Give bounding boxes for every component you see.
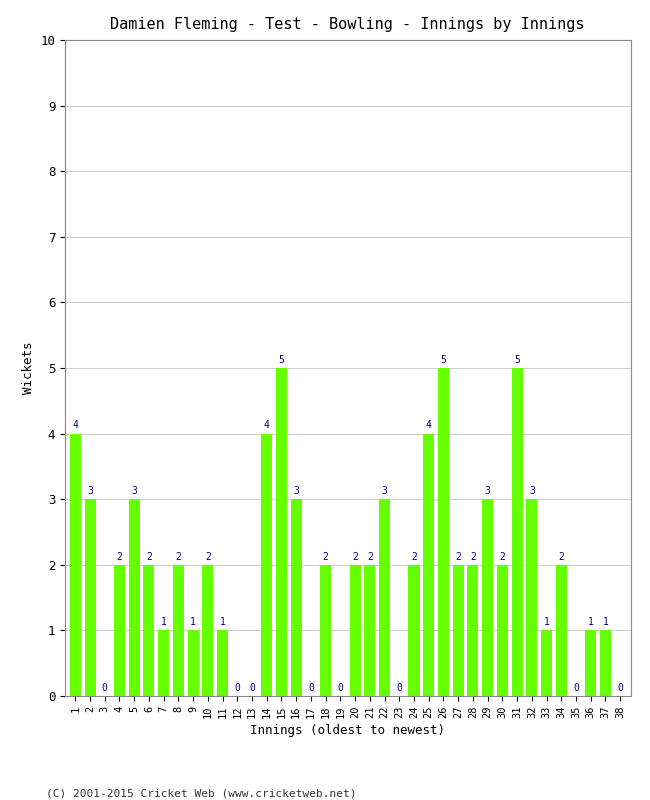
Text: 2: 2 bbox=[352, 551, 358, 562]
Bar bbox=[467, 565, 478, 696]
Bar bbox=[276, 368, 287, 696]
Bar bbox=[188, 630, 199, 696]
Text: 0: 0 bbox=[337, 682, 343, 693]
Y-axis label: Wickets: Wickets bbox=[21, 342, 34, 394]
Bar bbox=[379, 499, 390, 696]
Text: 2: 2 bbox=[205, 551, 211, 562]
Text: 0: 0 bbox=[308, 682, 314, 693]
Bar bbox=[408, 565, 419, 696]
Bar bbox=[291, 499, 302, 696]
Bar bbox=[350, 565, 361, 696]
Bar bbox=[556, 565, 567, 696]
Bar bbox=[261, 434, 272, 696]
Text: 2: 2 bbox=[116, 551, 122, 562]
Bar bbox=[129, 499, 140, 696]
Bar bbox=[423, 434, 434, 696]
Text: 2: 2 bbox=[176, 551, 181, 562]
Bar bbox=[512, 368, 523, 696]
Bar bbox=[482, 499, 493, 696]
Text: 1: 1 bbox=[220, 617, 226, 627]
Text: 1: 1 bbox=[543, 617, 549, 627]
Text: 3: 3 bbox=[131, 486, 137, 496]
Text: 4: 4 bbox=[264, 420, 270, 430]
Text: 2: 2 bbox=[470, 551, 476, 562]
Text: 2: 2 bbox=[499, 551, 505, 562]
Bar bbox=[452, 565, 463, 696]
Text: 2: 2 bbox=[322, 551, 329, 562]
Text: 2: 2 bbox=[367, 551, 373, 562]
Text: 4: 4 bbox=[426, 420, 432, 430]
Text: 1: 1 bbox=[588, 617, 593, 627]
Bar bbox=[114, 565, 125, 696]
Text: 2: 2 bbox=[455, 551, 461, 562]
Text: 5: 5 bbox=[441, 354, 447, 365]
Text: 3: 3 bbox=[293, 486, 299, 496]
Text: 4: 4 bbox=[72, 420, 78, 430]
Text: 3: 3 bbox=[382, 486, 387, 496]
Bar bbox=[526, 499, 538, 696]
Bar bbox=[217, 630, 228, 696]
Bar bbox=[84, 499, 96, 696]
Text: 1: 1 bbox=[161, 617, 166, 627]
Text: 3: 3 bbox=[87, 486, 93, 496]
Bar bbox=[202, 565, 213, 696]
Text: 2: 2 bbox=[411, 551, 417, 562]
Bar bbox=[320, 565, 332, 696]
Text: 1: 1 bbox=[190, 617, 196, 627]
Text: 5: 5 bbox=[514, 354, 520, 365]
Text: 3: 3 bbox=[485, 486, 491, 496]
Text: 0: 0 bbox=[249, 682, 255, 693]
Text: 2: 2 bbox=[558, 551, 564, 562]
Text: 1: 1 bbox=[603, 617, 608, 627]
Bar bbox=[173, 565, 184, 696]
Text: 0: 0 bbox=[235, 682, 240, 693]
Bar bbox=[70, 434, 81, 696]
Bar bbox=[364, 565, 375, 696]
Text: 3: 3 bbox=[529, 486, 535, 496]
Bar bbox=[438, 368, 449, 696]
Text: (C) 2001-2015 Cricket Web (www.cricketweb.net): (C) 2001-2015 Cricket Web (www.cricketwe… bbox=[46, 788, 356, 798]
Bar bbox=[600, 630, 611, 696]
Text: 0: 0 bbox=[102, 682, 108, 693]
Bar bbox=[585, 630, 596, 696]
Text: 2: 2 bbox=[146, 551, 152, 562]
Text: 5: 5 bbox=[279, 354, 285, 365]
Bar bbox=[497, 565, 508, 696]
Bar bbox=[541, 630, 552, 696]
X-axis label: Innings (oldest to newest): Innings (oldest to newest) bbox=[250, 724, 445, 737]
Bar bbox=[144, 565, 155, 696]
Text: 0: 0 bbox=[618, 682, 623, 693]
Text: 0: 0 bbox=[396, 682, 402, 693]
Text: 0: 0 bbox=[573, 682, 579, 693]
Title: Damien Fleming - Test - Bowling - Innings by Innings: Damien Fleming - Test - Bowling - Inning… bbox=[111, 17, 585, 32]
Bar bbox=[158, 630, 169, 696]
